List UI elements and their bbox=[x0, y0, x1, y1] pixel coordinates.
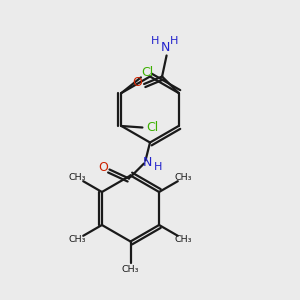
Text: H: H bbox=[151, 36, 159, 46]
Text: CH₃: CH₃ bbox=[175, 173, 192, 182]
Text: CH₃: CH₃ bbox=[175, 235, 192, 244]
Text: H: H bbox=[170, 36, 178, 46]
Text: Cl: Cl bbox=[141, 66, 154, 80]
Text: N: N bbox=[143, 156, 152, 170]
Text: N: N bbox=[161, 41, 170, 55]
Text: CH₃: CH₃ bbox=[122, 265, 139, 274]
Text: O: O bbox=[133, 76, 142, 89]
Text: CH₃: CH₃ bbox=[69, 235, 86, 244]
Text: O: O bbox=[99, 160, 108, 174]
Text: CH₃: CH₃ bbox=[69, 173, 86, 182]
Text: Cl: Cl bbox=[146, 121, 158, 134]
Text: H: H bbox=[154, 162, 163, 172]
